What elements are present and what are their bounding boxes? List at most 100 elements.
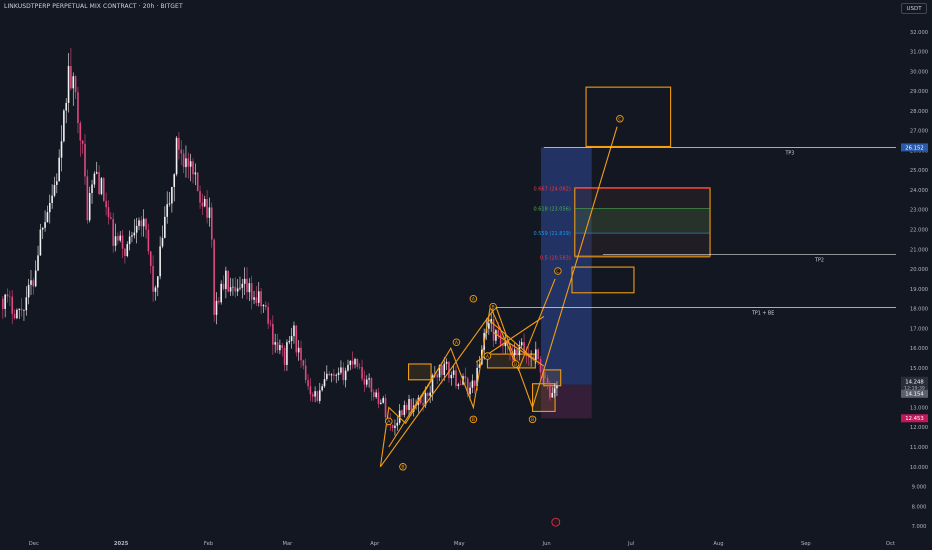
candle-body xyxy=(401,410,403,416)
wave-label: B xyxy=(401,465,404,471)
candle-body xyxy=(32,280,35,287)
fib-label: 0.5 (20.583) xyxy=(540,256,571,262)
price-label-box xyxy=(901,143,928,152)
candle-body xyxy=(11,296,14,314)
wave-label: A xyxy=(486,354,490,360)
candle-body xyxy=(272,323,274,345)
x-tick-label: Jun xyxy=(542,541,551,547)
candle-body xyxy=(431,375,434,393)
candle-body xyxy=(300,347,302,361)
candle-body xyxy=(147,229,150,252)
candle-body xyxy=(368,378,370,380)
wave-label-circle xyxy=(511,360,520,368)
x-tick-label: Sep xyxy=(801,541,811,547)
wave-label: B xyxy=(472,417,475,423)
candle-body xyxy=(445,361,448,364)
candle-body xyxy=(264,305,267,308)
candle-body xyxy=(321,386,323,391)
x-tick-label: 2025 xyxy=(114,541,129,547)
candle-body xyxy=(208,207,211,218)
candle-body xyxy=(18,308,21,310)
candle-body xyxy=(495,330,497,341)
y-axis: 7.000 8.000 9.000 10.000 11.000 12.000 13.000 1… xyxy=(896,0,932,550)
candle-body xyxy=(281,345,284,348)
x-tick-label: Feb xyxy=(204,541,214,547)
candle-body xyxy=(107,207,110,218)
candle-body xyxy=(60,141,63,158)
candle-body xyxy=(220,283,222,303)
candle-body xyxy=(58,157,60,182)
candles xyxy=(2,47,558,436)
candle-body xyxy=(255,297,258,303)
y-tick-label: 13.000 xyxy=(910,405,928,411)
candle-body xyxy=(328,373,330,376)
candle-body xyxy=(537,349,539,359)
x-tick-label: Jul xyxy=(627,541,634,547)
candle-body xyxy=(269,323,272,325)
candle-body xyxy=(260,291,262,307)
candle-body xyxy=(422,403,424,406)
wave-label-circle xyxy=(452,338,461,346)
candle-body xyxy=(187,158,190,167)
candle-body xyxy=(250,283,253,300)
candle-body xyxy=(509,345,511,352)
y-tick-label: 16.000 xyxy=(910,346,928,352)
wave-path xyxy=(379,126,618,468)
candle-body xyxy=(539,358,542,373)
candle-body xyxy=(276,342,279,351)
candle-body xyxy=(77,92,79,123)
y-tick-label: 22.000 xyxy=(910,228,928,234)
candle-body xyxy=(452,370,455,375)
wave-label-circle xyxy=(489,302,497,311)
candle-body xyxy=(476,367,478,387)
candle-body xyxy=(429,392,431,396)
y-axis-bg xyxy=(896,0,932,550)
candle-body xyxy=(84,143,86,177)
candle-body xyxy=(457,384,460,387)
candle-body xyxy=(424,393,427,406)
candle-body xyxy=(516,349,518,356)
candle-body xyxy=(523,342,525,354)
y-tick-label: 17.000 xyxy=(910,326,928,332)
candle-body xyxy=(119,235,122,241)
candle-body xyxy=(16,309,18,319)
candle-body xyxy=(152,266,154,292)
x-tick-label: Mar xyxy=(282,541,293,547)
candle-body xyxy=(74,76,77,93)
fib-label: 0.667 (24.082) xyxy=(533,186,570,192)
candle-body xyxy=(551,392,554,398)
candle-body xyxy=(396,422,399,426)
profit-zone xyxy=(540,147,592,385)
candle-body xyxy=(455,370,457,387)
candle-body xyxy=(194,172,197,175)
candle-body xyxy=(27,284,30,298)
candle-body xyxy=(206,199,208,218)
candle-body xyxy=(354,359,356,365)
candle-body xyxy=(236,288,239,292)
candle-body xyxy=(93,173,96,185)
candle-body xyxy=(203,199,206,207)
candle-body xyxy=(56,181,58,185)
candle-body xyxy=(257,291,260,303)
candle-body xyxy=(335,374,338,376)
candle-body xyxy=(408,399,410,410)
candle-body xyxy=(286,342,288,365)
countdown-label: 12:19:39 xyxy=(904,385,925,391)
candle-body xyxy=(192,161,194,175)
candle-body xyxy=(471,380,474,388)
current-price-box xyxy=(901,376,928,391)
candle-body xyxy=(112,218,114,246)
candle-body xyxy=(297,347,300,353)
candle-body xyxy=(309,386,312,395)
x-tick-label: May xyxy=(454,541,465,547)
y-tick-label: 10.000 xyxy=(910,465,928,471)
candle-body xyxy=(398,410,401,423)
candle-body xyxy=(361,367,363,379)
candle-body xyxy=(79,122,82,141)
currency-button[interactable]: USDT xyxy=(901,3,927,14)
candle-body xyxy=(391,425,394,429)
candle-body xyxy=(161,237,164,247)
candle-body xyxy=(373,392,375,398)
